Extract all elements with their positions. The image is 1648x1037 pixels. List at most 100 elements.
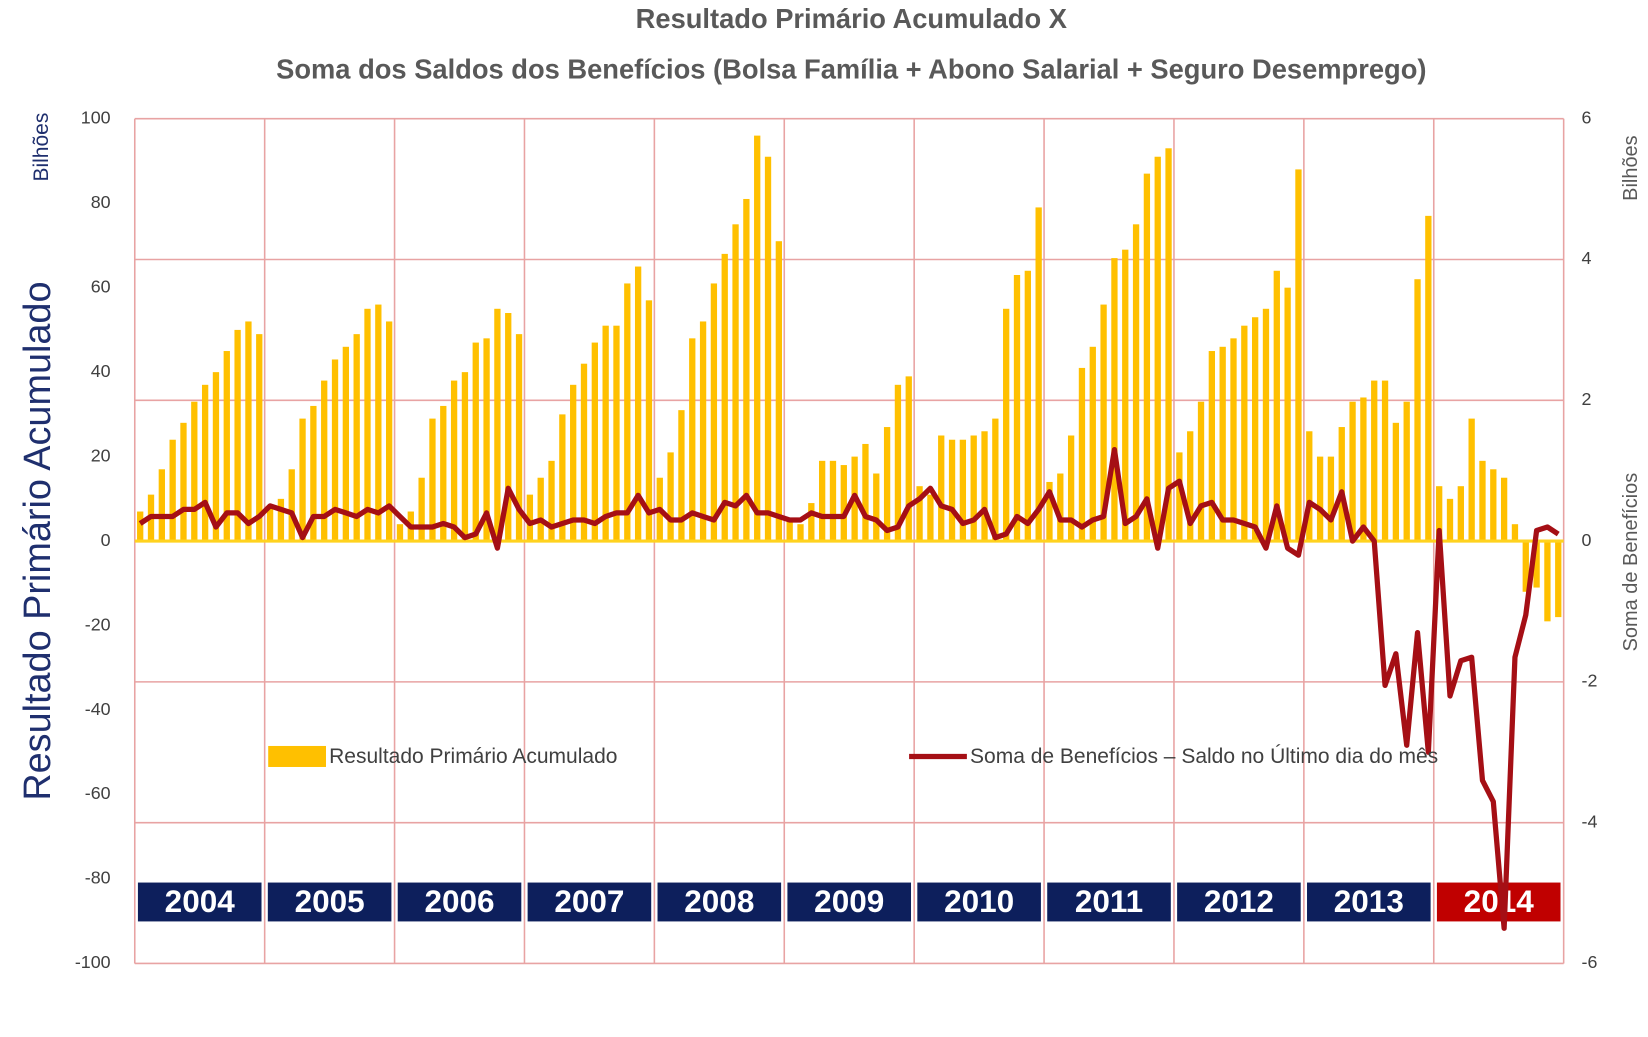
bar xyxy=(710,283,718,542)
bar xyxy=(1306,431,1313,542)
bar xyxy=(1122,249,1129,542)
y-tick-label: 20 xyxy=(91,445,111,465)
y-tick-label: -20 xyxy=(85,614,111,634)
bar xyxy=(137,511,144,542)
bar xyxy=(461,372,469,542)
bar xyxy=(1100,304,1107,542)
bar xyxy=(786,519,793,542)
bar xyxy=(1262,308,1270,542)
bar xyxy=(754,135,761,542)
x-tick-label: 2010 xyxy=(944,883,1014,919)
bar xyxy=(1360,397,1367,542)
bar xyxy=(894,384,902,542)
bar xyxy=(1349,401,1356,542)
bar xyxy=(483,338,490,542)
x-tick-label: 2011 xyxy=(1075,883,1143,919)
bar xyxy=(667,452,674,542)
legend-label: Soma de Benefícios – Saldo no Último dia… xyxy=(970,745,1438,768)
bar xyxy=(948,439,956,542)
bar xyxy=(645,300,653,542)
bar xyxy=(396,524,404,542)
bar xyxy=(266,507,274,542)
bar xyxy=(1414,279,1421,542)
bar xyxy=(1316,456,1324,542)
year-box xyxy=(1047,882,1171,922)
bar xyxy=(1500,477,1508,542)
bar xyxy=(819,460,826,542)
bar xyxy=(570,384,577,542)
bar xyxy=(331,359,339,542)
bar xyxy=(797,524,804,542)
bar xyxy=(1457,486,1464,542)
y2-tick-label: 6 xyxy=(1582,107,1592,127)
y-tick-label: -100 xyxy=(75,952,111,972)
bar xyxy=(1252,317,1259,542)
bar xyxy=(764,156,772,542)
bar xyxy=(191,401,198,542)
bar xyxy=(1035,207,1042,542)
bar xyxy=(1143,173,1151,542)
bar xyxy=(992,418,999,542)
y2-tick-label: 2 xyxy=(1582,389,1592,409)
bar xyxy=(1089,346,1096,542)
bar xyxy=(375,304,382,542)
bar xyxy=(342,346,350,542)
bar xyxy=(386,321,393,542)
x-tick-label: 2006 xyxy=(424,883,494,919)
year-box xyxy=(137,882,262,922)
bar xyxy=(689,338,696,542)
x-tick-label: 2009 xyxy=(814,883,884,919)
y-tick-label: -60 xyxy=(85,783,111,803)
bar xyxy=(1544,541,1551,622)
bar xyxy=(559,414,566,542)
bar xyxy=(472,342,479,542)
bar xyxy=(732,224,739,542)
y2-axis-label: Soma de Benefícios xyxy=(1620,473,1642,652)
bar xyxy=(613,325,620,542)
bar xyxy=(873,473,880,542)
bar xyxy=(981,431,988,542)
bar xyxy=(580,363,588,542)
bar xyxy=(1013,274,1021,542)
y2-tick-label: -4 xyxy=(1582,811,1598,831)
bar xyxy=(1284,287,1291,542)
bar xyxy=(1403,401,1410,542)
legend-swatch xyxy=(268,745,326,767)
bar xyxy=(1241,325,1248,542)
bar xyxy=(1338,427,1345,542)
bar xyxy=(1208,351,1216,542)
x-tick-label: 2004 xyxy=(165,883,236,919)
x-tick-label: 2007 xyxy=(554,883,624,919)
y-axis-unit: Bilhões xyxy=(30,113,53,182)
bar xyxy=(310,405,317,542)
bar xyxy=(1165,148,1172,542)
bar xyxy=(505,313,512,542)
bar xyxy=(429,418,436,542)
bar xyxy=(1132,224,1140,542)
bar xyxy=(927,494,934,542)
year-box xyxy=(657,882,782,922)
bar xyxy=(1381,380,1389,542)
bar xyxy=(1446,498,1454,542)
bar xyxy=(1176,452,1183,542)
year-box xyxy=(1177,882,1301,922)
bar xyxy=(959,439,967,542)
y-tick-label: -80 xyxy=(85,868,111,888)
bar xyxy=(277,498,285,542)
bar xyxy=(1003,308,1010,542)
bar xyxy=(418,477,425,542)
bar xyxy=(1425,215,1432,542)
year-box xyxy=(917,882,1041,922)
bar xyxy=(1479,460,1486,542)
y-tick-label: 80 xyxy=(91,192,111,212)
bar xyxy=(591,342,598,542)
bar xyxy=(1057,473,1064,542)
bar xyxy=(234,329,241,542)
bar xyxy=(256,334,263,542)
bar xyxy=(1187,431,1194,542)
bar xyxy=(1295,169,1302,542)
bar xyxy=(1436,486,1443,542)
year-box xyxy=(1307,882,1431,922)
bar xyxy=(440,405,447,542)
